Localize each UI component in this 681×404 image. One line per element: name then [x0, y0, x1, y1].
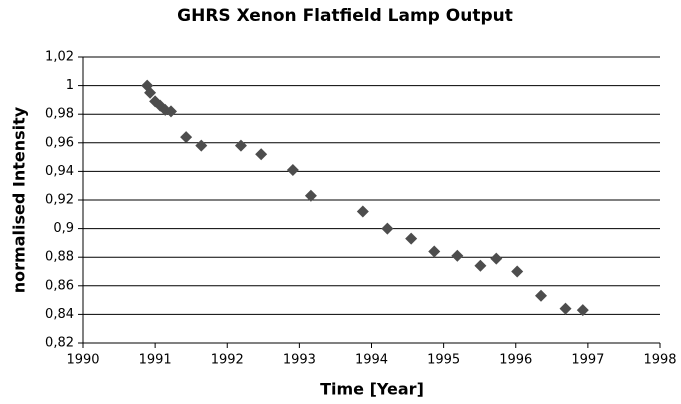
x-tick-label: 1993 [283, 353, 316, 368]
y-tick-label: 0,98 [45, 107, 74, 122]
y-tick-label: 0,92 [45, 193, 74, 208]
data-point [534, 289, 547, 302]
data-point [559, 302, 572, 315]
data-point [234, 139, 247, 152]
data-point [304, 189, 317, 202]
x-tick-label: 1997 [571, 353, 604, 368]
data-point [144, 86, 157, 99]
x-tick-label: 1996 [499, 353, 532, 368]
y-tick-label: 0,82 [45, 336, 74, 351]
y-tick-label: 0,96 [45, 135, 74, 150]
y-tick-label: 0,94 [45, 164, 74, 179]
y-tick-label: 0,9 [53, 221, 74, 236]
data-point [180, 131, 193, 144]
data-point [195, 139, 208, 152]
data-point [490, 252, 503, 265]
data-point [381, 222, 394, 235]
x-tick-label: 1990 [66, 353, 99, 368]
x-tick-label: 1995 [427, 353, 460, 368]
y-axis-title: normalised Intensity [10, 106, 29, 293]
y-tick-label: 1,02 [45, 50, 74, 65]
y-tick-label: 1 [66, 78, 74, 93]
x-tick-label: 1992 [211, 353, 244, 368]
data-point [428, 245, 441, 258]
data-point [286, 163, 299, 176]
data-point [356, 205, 369, 218]
data-point [405, 232, 418, 245]
x-tick-label: 1994 [355, 353, 388, 368]
data-point [511, 265, 524, 278]
x-tick-label: 1998 [643, 353, 676, 368]
y-tick-label: 0,84 [45, 307, 74, 322]
x-axis-title: Time [Year] [320, 380, 424, 399]
data-point [255, 148, 268, 161]
y-tick-label: 0,88 [45, 250, 74, 265]
y-tick-label: 0,86 [45, 278, 74, 293]
chart-title: GHRS Xenon Flatfield Lamp Output [177, 6, 513, 26]
data-point [451, 249, 464, 262]
data-point [164, 105, 177, 118]
data-point [576, 304, 589, 317]
data-point [474, 259, 487, 272]
x-tick-label: 1991 [139, 353, 172, 368]
